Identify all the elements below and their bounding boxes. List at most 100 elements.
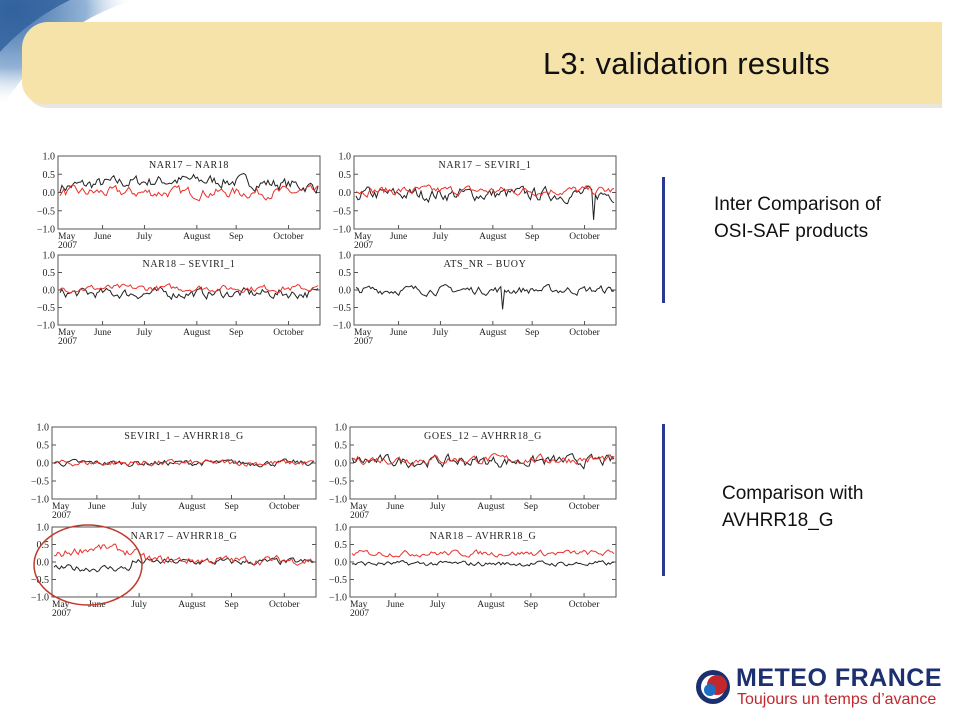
x-tick-label: October — [569, 600, 600, 610]
x-tick-label: August — [479, 328, 507, 338]
y-tick-label: 1.0 — [335, 523, 348, 534]
x-tick-label: June — [390, 328, 407, 338]
x-tick-label: June — [94, 328, 111, 338]
y-tick-label: 0.5 — [37, 441, 50, 452]
y-tick-label: 1.0 — [43, 251, 56, 262]
plot-frame — [349, 526, 617, 598]
x-tick-label: 2007 — [58, 337, 77, 347]
accent-bar-top — [662, 177, 665, 303]
x-tick-label: Sep — [524, 600, 539, 610]
x-tick-label: May — [58, 328, 76, 338]
y-tick-label: 0.0 — [335, 558, 348, 569]
y-tick-label: 0.5 — [335, 441, 348, 452]
x-tick-label: Sep — [229, 232, 244, 242]
series-line — [59, 283, 319, 294]
x-tick-label: October — [569, 232, 600, 242]
x-tick-label: August — [183, 328, 211, 338]
x-tick-label: July — [131, 600, 147, 610]
y-tick-label: 1.0 — [339, 251, 352, 262]
x-tick-label: June — [390, 232, 407, 242]
chart-title: NAR17 – NAR18 — [149, 160, 229, 171]
x-tick-label: July — [433, 328, 449, 338]
x-tick-label: October — [569, 502, 600, 512]
y-tick-label: 1.0 — [339, 152, 352, 163]
logo-title: METEO FRANCE — [736, 664, 942, 692]
x-tick-label: October — [273, 232, 304, 242]
caption-comparison-avhrr: Comparison with AVHRR18_G — [722, 480, 864, 534]
x-tick-label: May — [354, 232, 372, 242]
series-line — [351, 453, 615, 470]
caption-line: AVHRR18_G — [722, 510, 834, 531]
y-tick-label: 0.5 — [43, 170, 56, 181]
caption-inter-comparison: Inter Comparison of OSI-SAF products — [714, 191, 881, 245]
y-tick-label: 1.0 — [37, 423, 50, 434]
y-tick-label: −1.0 — [333, 225, 351, 236]
y-tick-label: 1.0 — [37, 523, 50, 534]
series-line — [351, 453, 615, 466]
x-tick-label: August — [183, 232, 211, 242]
series-line — [355, 283, 615, 310]
accent-bar-bottom — [662, 424, 665, 576]
x-tick-label: 2007 — [354, 337, 373, 347]
x-tick-label: May — [354, 328, 372, 338]
y-tick-label: −1.0 — [329, 593, 347, 604]
series-line — [355, 184, 615, 198]
series-line — [351, 549, 615, 558]
x-tick-label: October — [269, 600, 300, 610]
plot-frame — [57, 155, 321, 230]
x-tick-label: May — [58, 232, 76, 242]
series-line — [59, 184, 319, 202]
x-tick-label: 2007 — [52, 511, 71, 521]
x-tick-label: August — [178, 502, 206, 512]
caption-line: Inter Comparison of — [714, 194, 881, 215]
x-tick-label: Sep — [224, 600, 239, 610]
x-tick-label: June — [387, 502, 404, 512]
x-tick-label: June — [94, 232, 111, 242]
y-tick-label: −1.0 — [37, 225, 55, 236]
page-title: L3: validation results — [542, 46, 830, 81]
x-tick-label: June — [88, 502, 105, 512]
x-tick-label: August — [178, 600, 206, 610]
chart-title: NAR17 – SEVIRI_1 — [439, 160, 532, 171]
x-tick-label: 2007 — [52, 609, 71, 619]
y-tick-label: −0.5 — [31, 477, 49, 488]
series-line — [59, 172, 319, 195]
x-tick-label: July — [137, 328, 153, 338]
x-tick-label: July — [430, 600, 446, 610]
x-tick-label: October — [273, 328, 304, 338]
x-tick-label: June — [387, 600, 404, 610]
x-tick-label: July — [430, 502, 446, 512]
y-tick-label: −0.5 — [31, 575, 49, 586]
y-tick-label: 0.5 — [339, 170, 352, 181]
series-line — [53, 543, 315, 567]
logo-tagline: Toujours un temps d’avance — [737, 691, 937, 708]
y-tick-label: 0.5 — [43, 268, 56, 279]
chart-title: NAR17 – AVHRR18_G — [131, 531, 238, 542]
y-tick-label: −1.0 — [333, 321, 351, 332]
y-tick-label: 0.0 — [335, 459, 348, 470]
chart-title: NAR18 – AVHRR18_G — [430, 531, 537, 542]
y-tick-label: 0.0 — [37, 558, 50, 569]
series-line — [351, 560, 615, 567]
y-tick-label: −0.5 — [329, 575, 347, 586]
plot-frame — [353, 254, 617, 326]
x-tick-label: Sep — [525, 232, 540, 242]
x-tick-label: July — [137, 232, 153, 242]
y-tick-label: 0.5 — [339, 268, 352, 279]
series-line — [53, 458, 315, 467]
y-tick-label: 1.0 — [43, 152, 56, 163]
header-bar — [22, 22, 942, 104]
x-tick-label: Sep — [229, 328, 244, 338]
y-tick-label: 1.0 — [335, 423, 348, 434]
plot-frame — [349, 426, 617, 500]
y-tick-label: 0.0 — [37, 459, 50, 470]
y-tick-label: −0.5 — [37, 303, 55, 314]
meteo-france-logo: METEO FRANCE Toujours un temps d’avance — [694, 664, 944, 714]
y-tick-label: −0.5 — [329, 477, 347, 488]
